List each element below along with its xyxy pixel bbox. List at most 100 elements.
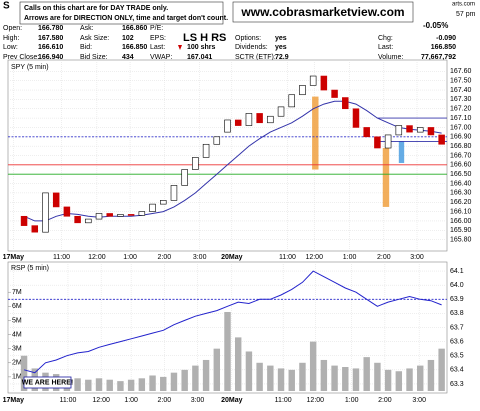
website-box — [232, 1, 414, 23]
pct-change: -0.05% — [423, 21, 448, 30]
quote-label: Bid Size: — [80, 54, 108, 61]
volume-bar — [127, 379, 135, 391]
volume-bar — [170, 372, 178, 391]
quote-label: Chg: — [378, 35, 393, 42]
y-tick-label: 166.80 — [450, 143, 472, 150]
y-tick-label: 167.00 — [450, 124, 472, 131]
moving-average — [23, 100, 442, 222]
x-tick-label: 11:00 — [279, 254, 296, 261]
candle-body — [438, 134, 445, 145]
quote-value: 167.580 — [38, 35, 63, 42]
x-tick-label: 1:00 — [124, 397, 138, 404]
candle-body — [95, 213, 103, 220]
y-tick-label: 167.60 — [450, 68, 472, 75]
last-arrow — [178, 45, 182, 50]
x-tick-label: 17May — [3, 254, 25, 261]
volume-bar — [363, 357, 370, 391]
arrow-zone — [382, 148, 390, 207]
x-tick-label: 12:00 — [92, 397, 110, 404]
volume-bar — [352, 368, 360, 391]
y-tick-label: 166.10 — [450, 208, 472, 215]
volume-bar — [224, 311, 231, 391]
y-tick-label: 166.30 — [450, 190, 472, 197]
quote-value: yes — [275, 35, 287, 42]
volume-bar — [288, 369, 295, 391]
quote-value: 167.041 — [187, 54, 212, 61]
volume-bar — [95, 378, 103, 391]
volume-bar — [234, 337, 242, 391]
x-tick-label: 12:00 — [88, 254, 106, 261]
volume-bar — [342, 367, 349, 391]
x-tick-label: 17May — [3, 397, 25, 404]
candle-body — [138, 211, 146, 216]
y-tick-label: 166.00 — [450, 218, 472, 225]
candle-body — [52, 192, 60, 208]
x-tick-label: 20May — [221, 254, 243, 261]
candle-body — [20, 215, 28, 226]
volume-bar — [213, 348, 221, 391]
quote-label: Last: — [378, 44, 393, 51]
candle-body — [170, 185, 178, 201]
plots: 167.60 167.50 167.40 167.30 167.20 167.10 167.… — [3, 59, 472, 404]
note-line: Arrows are for DIRECTION ONLY, time and … — [24, 15, 228, 22]
time: 57 pm — [456, 11, 476, 18]
candle-body — [288, 94, 295, 108]
x-tick-label: 20May — [221, 397, 243, 404]
quote-label: P/E: — [150, 25, 163, 32]
volume-bar — [417, 365, 424, 391]
candle-body — [331, 89, 338, 98]
quote-label: Bid: — [80, 44, 92, 51]
quote-label: Prev Close: — [3, 54, 39, 61]
x-tick-label: 3:00 — [412, 397, 426, 404]
y-tick-label: 63.3 — [450, 381, 464, 388]
candle-body — [181, 169, 188, 186]
x-tick-label: 1:00 — [345, 397, 359, 404]
y-tick-label: 63.8 — [450, 310, 464, 317]
x-tick-label: 1:00 — [343, 254, 357, 261]
x-tick-label: 11:00 — [275, 397, 292, 404]
candle-body — [406, 125, 413, 133]
note-box — [19, 1, 224, 25]
volume-bar — [160, 376, 167, 391]
quote-value: 77,667,792 — [421, 54, 456, 61]
quote-label: Volume: — [378, 54, 403, 61]
candle-body — [256, 113, 263, 124]
candle-body — [320, 75, 328, 91]
symbol: S — [3, 1, 10, 12]
quote-value: -0.090 — [436, 35, 456, 42]
quote-table: Open: 166.780 Ask: 166.860 P/E: High: 167.580 A… — [3, 25, 456, 61]
y-tick-label: 64.1 — [450, 268, 464, 275]
quote-label: Options: — [235, 35, 261, 42]
volume-bar — [395, 371, 403, 391]
volume-bar — [427, 359, 435, 391]
quote-label: EPS: — [150, 35, 166, 42]
volume-bar — [85, 379, 92, 391]
chart-panel: 64.1 64.0 63.9 63.8 63.7 63.6 63.5 63.4 63.3 7M 6M… — [3, 261, 464, 404]
candle-body — [342, 97, 349, 110]
y-tick-label: 166.90 — [450, 134, 472, 141]
candle-body — [395, 125, 403, 136]
volume-bar — [149, 375, 156, 391]
candle-body — [267, 115, 274, 124]
x-tick-label: 3:00 — [410, 254, 424, 261]
annotation-box — [23, 376, 72, 389]
volume-bar — [117, 381, 124, 391]
volume-bar — [74, 378, 81, 391]
overlay-text: LS H RS — [183, 32, 226, 44]
x-tick-label: 2:00 — [377, 254, 391, 261]
y2-tick-label: 6M — [12, 303, 22, 310]
y-tick-label: 167.30 — [450, 96, 472, 103]
quote-label: VWAP: — [150, 54, 172, 61]
x-tick-label: 3:00 — [191, 397, 205, 404]
candle-body — [213, 136, 221, 145]
quote-value: 166.860 — [122, 25, 147, 32]
volume-bar — [331, 365, 338, 391]
quote-label: Dividends: — [235, 44, 268, 51]
quote-label: SCTR (ETF): — [235, 54, 276, 61]
y-tick-label: 63.5 — [450, 353, 464, 360]
candle-body — [427, 127, 435, 136]
volume-bar — [320, 359, 328, 391]
candle-body — [352, 108, 360, 128]
candle-body — [416, 127, 424, 133]
